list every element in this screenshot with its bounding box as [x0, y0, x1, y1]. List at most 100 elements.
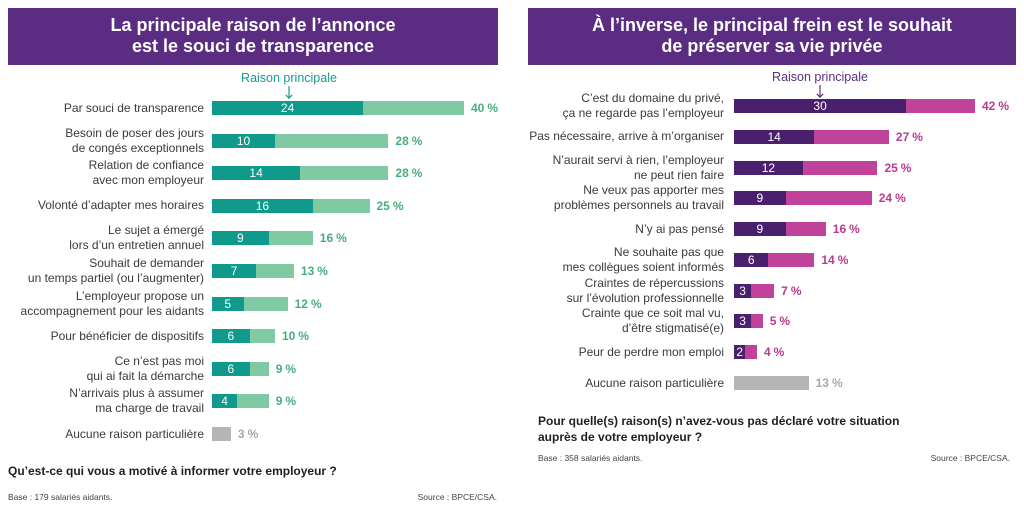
- category-label-cell: Besoin de poser des jours de congés exce…: [8, 121, 204, 161]
- source-note: Source : BPCE/CSA.: [930, 453, 1010, 463]
- total-value: 25: [376, 198, 390, 213]
- percent-unit: %: [849, 222, 860, 237]
- total-value-label: 5%: [770, 313, 790, 329]
- total-value-label: 3%: [238, 426, 258, 442]
- total-value-label: 40%: [471, 100, 498, 116]
- main-reason-bar: 3: [734, 314, 752, 329]
- total-value-label: 9%: [276, 361, 296, 377]
- total-value-label: 28%: [395, 165, 422, 181]
- total-value-label: 7%: [781, 283, 801, 299]
- category-label: Peur de perdre mon emploi: [578, 344, 724, 359]
- main-reason-bar: 5: [212, 296, 244, 311]
- main-reason-value: 14: [767, 129, 781, 144]
- base-note: Base : 358 salariés aidants.: [538, 453, 643, 463]
- percent-unit: %: [285, 361, 297, 376]
- category-label-cell: Aucune raison particulière: [8, 414, 204, 454]
- total-value: 5: [769, 314, 777, 329]
- percent-unit: %: [773, 345, 785, 360]
- total-value: 16: [832, 222, 847, 237]
- percent-unit: %: [900, 160, 912, 175]
- main-reason-value: 5: [224, 296, 232, 311]
- total-value: 13: [815, 376, 829, 391]
- total-value: 28: [395, 166, 409, 181]
- category-label-cell: Pas nécessaire, arrive à m’organiser: [520, 117, 724, 157]
- main-reason-value: 6: [227, 329, 235, 344]
- category-label-cell: N’aurait servi à rien, l’employeur ne pe…: [520, 148, 724, 188]
- total-value-label: 13%: [301, 263, 328, 279]
- total-value: 25: [884, 160, 898, 175]
- main-reason-bar: 6: [734, 252, 769, 267]
- legend-label: Raison principale: [772, 70, 868, 84]
- main-reason-legend: Raison principale: [770, 69, 870, 98]
- main-reason-value: 4: [221, 394, 228, 409]
- main-reason-value: 12: [761, 160, 776, 175]
- chart-question: Pour quelle(s) raison(s) n’avez-vous pas…: [538, 414, 900, 444]
- percent-unit: %: [790, 283, 802, 298]
- category-label-cell: Le sujet a émergé lors d’un entretien an…: [8, 218, 204, 258]
- category-label-cell: Pour bénéficier de dispositifs: [8, 316, 204, 356]
- category-label-cell: Volonté d’adapter mes horaires: [8, 186, 204, 226]
- left-header: La principale raison de l’annonce est le…: [8, 8, 498, 65]
- total-value: 7: [781, 283, 788, 298]
- source-note: Source : BPCE/CSA.: [417, 492, 497, 502]
- percent-unit: %: [912, 129, 923, 144]
- main-reason-value: 9: [756, 191, 764, 206]
- category-label: Le sujet a émergé lors d’un entretien an…: [69, 223, 204, 253]
- total-value: 42: [982, 99, 996, 113]
- category-label-cell: Souhait de demander un temps partiel (ou…: [8, 251, 204, 291]
- percent-unit: %: [487, 101, 499, 115]
- main-reason-bar: 9: [734, 191, 786, 206]
- total-value-label: 28%: [395, 133, 422, 149]
- main-reason-bar: 9: [212, 231, 269, 246]
- main-reason-value: 30: [813, 99, 827, 113]
- main-reason-bar: 4: [212, 394, 238, 409]
- legend-label: Raison principale: [241, 71, 337, 85]
- category-label: Ne veux pas apporter mes problèmes perso…: [553, 183, 724, 213]
- main-reason-value: 9: [237, 231, 244, 246]
- total-value-label: 14%: [821, 252, 848, 268]
- total-value-label: 16%: [833, 221, 860, 237]
- category-label: N’aurait servi à rien, l’employeur ne pe…: [552, 152, 724, 182]
- main-reason-bar: 30: [734, 99, 907, 113]
- main-reason-bar: 14: [212, 166, 301, 181]
- percent-unit: %: [779, 314, 791, 329]
- percent-unit: %: [247, 427, 259, 441]
- category-label: Pour bénéficier de dispositifs: [50, 328, 204, 343]
- percent-unit: %: [392, 198, 404, 213]
- total-value-label: 12%: [295, 296, 322, 312]
- percent-unit: %: [317, 264, 328, 278]
- category-label: Ne souhaite pas que mes collègues soient…: [562, 244, 724, 274]
- category-label-cell: N’arrivais plus à assumer ma charge de t…: [8, 381, 204, 421]
- chart-question: Qu’est-ce qui vous a motivé à informer v…: [8, 464, 337, 478]
- category-label-cell: Crainte que ce soit mal vu, d’être stigm…: [520, 301, 724, 341]
- category-label: Par souci de transparence: [63, 100, 204, 115]
- percent-unit: %: [895, 191, 906, 206]
- percent-unit: %: [285, 394, 297, 409]
- percent-unit: %: [831, 376, 843, 391]
- main-reason-value: 6: [227, 361, 235, 376]
- total-value: 28: [395, 133, 409, 148]
- category-label-cell: Aucune raison particulière: [520, 363, 724, 403]
- main-reason-value: 3: [739, 314, 746, 329]
- main-reason-value: 10: [236, 133, 251, 148]
- category-label: Besoin de poser des jours de congés exce…: [65, 125, 204, 155]
- category-label-cell: N’y ai pas pensé: [520, 209, 724, 249]
- total-value: 9: [275, 361, 283, 376]
- category-label-cell: Craintes de répercussions sur l’évolutio…: [520, 271, 724, 311]
- total-value: 16: [319, 231, 334, 246]
- total-value-label: 27%: [896, 129, 923, 145]
- main-reason-bar: 10: [212, 133, 275, 148]
- category-label-cell: L’employeur propose un accompagnement po…: [8, 284, 204, 324]
- category-label: Crainte que ce soit mal vu, d’être stigm…: [581, 306, 724, 336]
- total-value: 10: [282, 329, 296, 344]
- total-value-label: 13%: [816, 375, 843, 391]
- percent-unit: %: [998, 99, 1010, 113]
- percent-unit: %: [298, 329, 310, 344]
- main-reason-bar: 6: [212, 361, 250, 376]
- total-value: 4: [763, 345, 771, 360]
- main-reason-value: 14: [249, 166, 263, 181]
- percent-unit: %: [336, 231, 347, 246]
- percent-unit: %: [837, 252, 849, 267]
- total-value-label: 16%: [320, 230, 347, 246]
